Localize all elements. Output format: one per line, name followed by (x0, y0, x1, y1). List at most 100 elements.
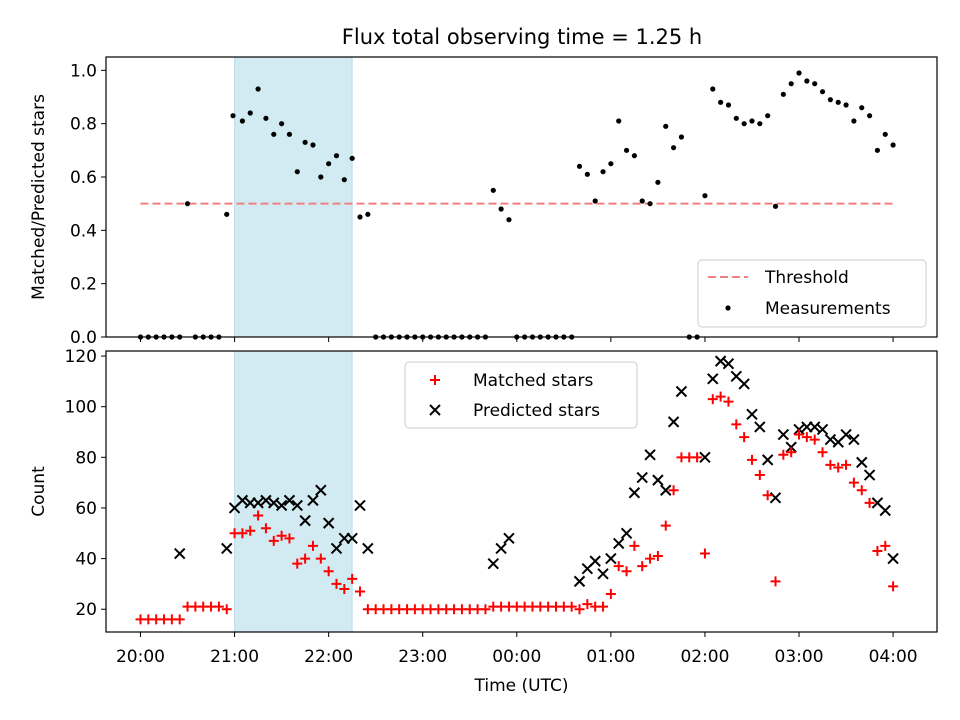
matched-star-marker (331, 578, 342, 589)
bottom-legend-box (404, 361, 638, 429)
matched-star-marker (699, 548, 710, 559)
predicted-star-marker (283, 494, 296, 507)
predicted-star-marker (252, 497, 264, 509)
predicted-star-marker (707, 373, 719, 385)
matched-star-marker (339, 583, 350, 594)
predicted-star-marker (495, 542, 507, 555)
predicted-star-marker (840, 428, 852, 441)
measurement-point (592, 198, 598, 204)
predicted-star-marker (738, 378, 750, 390)
measurement-point (623, 147, 630, 153)
matched-star-marker (856, 485, 867, 496)
matched-star-marker (652, 551, 663, 562)
bottom-ytick-label: 80 (75, 448, 97, 468)
measurement-point (655, 179, 661, 185)
predicted-star-marker (315, 484, 327, 496)
matched-star-marker (300, 553, 311, 564)
matched-star-marker (660, 520, 671, 531)
top-ytick-label: 0.8 (70, 115, 97, 135)
measurement-point (804, 78, 810, 84)
predicted-star-marker (667, 416, 680, 428)
measurement-point (796, 70, 802, 76)
matched-star-marker (817, 447, 828, 458)
top-legend: Threshold Measurements (697, 259, 927, 328)
matched-star-marker (888, 581, 899, 592)
predicted-star-marker (722, 357, 735, 370)
top-ytick-label: 0.4 (70, 221, 97, 241)
bottom-ytick-label: 120 (65, 347, 97, 367)
bottom-xtick-label: 01:00 (586, 647, 635, 667)
measurement-point (835, 99, 841, 105)
legend-matched-label: Matched stars (473, 371, 593, 391)
bottom-xtick-label: 22:00 (304, 647, 353, 667)
predicted-star-marker (699, 451, 711, 464)
predicted-star-marker (754, 421, 766, 433)
matched-star-marker (605, 589, 616, 600)
predicted-star-marker (613, 537, 625, 550)
measurement-point (576, 163, 583, 169)
predicted-star-marker (793, 423, 805, 436)
measurement-point (279, 121, 285, 127)
predicted-star-marker (652, 474, 664, 486)
legend-threshold-label: Threshold (764, 268, 849, 288)
legend-measurements-label: Measurements (765, 299, 891, 319)
predicted-star-marker (644, 449, 656, 461)
matched-star-marker (731, 419, 742, 430)
measurement-point (608, 161, 614, 167)
legend-predicted-swatch (429, 404, 441, 416)
predicted-star-marker (675, 385, 688, 398)
top-ytick-label: 0.6 (70, 168, 97, 188)
bottom-xtick-label: 21:00 (210, 647, 259, 667)
measurement-point (302, 139, 308, 145)
matched-star-marker (629, 540, 640, 551)
measurement-point (788, 81, 794, 87)
predicted-star-marker (589, 555, 601, 567)
measurement-point (255, 86, 261, 92)
predicted-star-marker (299, 514, 311, 527)
measurement-point (859, 105, 865, 111)
matched-star-marker (809, 434, 820, 445)
measurement-point (584, 171, 590, 177)
matched-star-marker (801, 432, 812, 443)
measurement-point (647, 201, 653, 207)
matched-star-marker (613, 561, 624, 572)
predicted-star-marker (236, 494, 249, 507)
measurement-point (851, 118, 857, 124)
predicted-star-marker (714, 355, 727, 367)
matched-star-marker (276, 530, 287, 541)
predicted-star-marker (746, 408, 758, 420)
bottom-xtick-label: 23:00 (398, 647, 447, 667)
predicted-star-marker (785, 441, 797, 453)
top-ytick-label: 0.0 (70, 328, 97, 348)
matched-star-marker (347, 573, 358, 584)
matched-star-marker (284, 533, 295, 544)
measurement-point (247, 110, 253, 116)
measurement-point (506, 217, 512, 223)
matched-star-marker (872, 545, 883, 556)
matched-star-marker (582, 599, 593, 610)
matched-star-marker (794, 429, 805, 440)
top-ytick-label: 1.0 (70, 61, 97, 81)
matched-star-marker (566, 601, 577, 612)
legend-predicted-label: Predicted stars (473, 401, 600, 421)
matched-star-marker (825, 459, 836, 470)
measurement-point (702, 193, 708, 199)
matched-star-marker (723, 396, 734, 407)
matched-star-marker (213, 601, 224, 612)
matched-star-marker (668, 485, 679, 496)
predicted-star-marker (848, 433, 860, 446)
measurement-point (616, 118, 622, 124)
predicted-star-marker (824, 433, 837, 446)
matched-star-marker (268, 535, 279, 546)
measurement-point (224, 211, 230, 217)
measurement-point (271, 131, 277, 137)
measurement-point (357, 214, 363, 220)
measurement-point (663, 123, 669, 129)
bottom-ytick-label: 60 (75, 499, 97, 519)
matched-star-marker (880, 540, 891, 551)
bottom-ytick-label: 40 (75, 550, 97, 570)
measurement-point (230, 113, 236, 119)
bottom-highlight-span (234, 350, 353, 633)
predicted-star-marker (275, 499, 288, 512)
